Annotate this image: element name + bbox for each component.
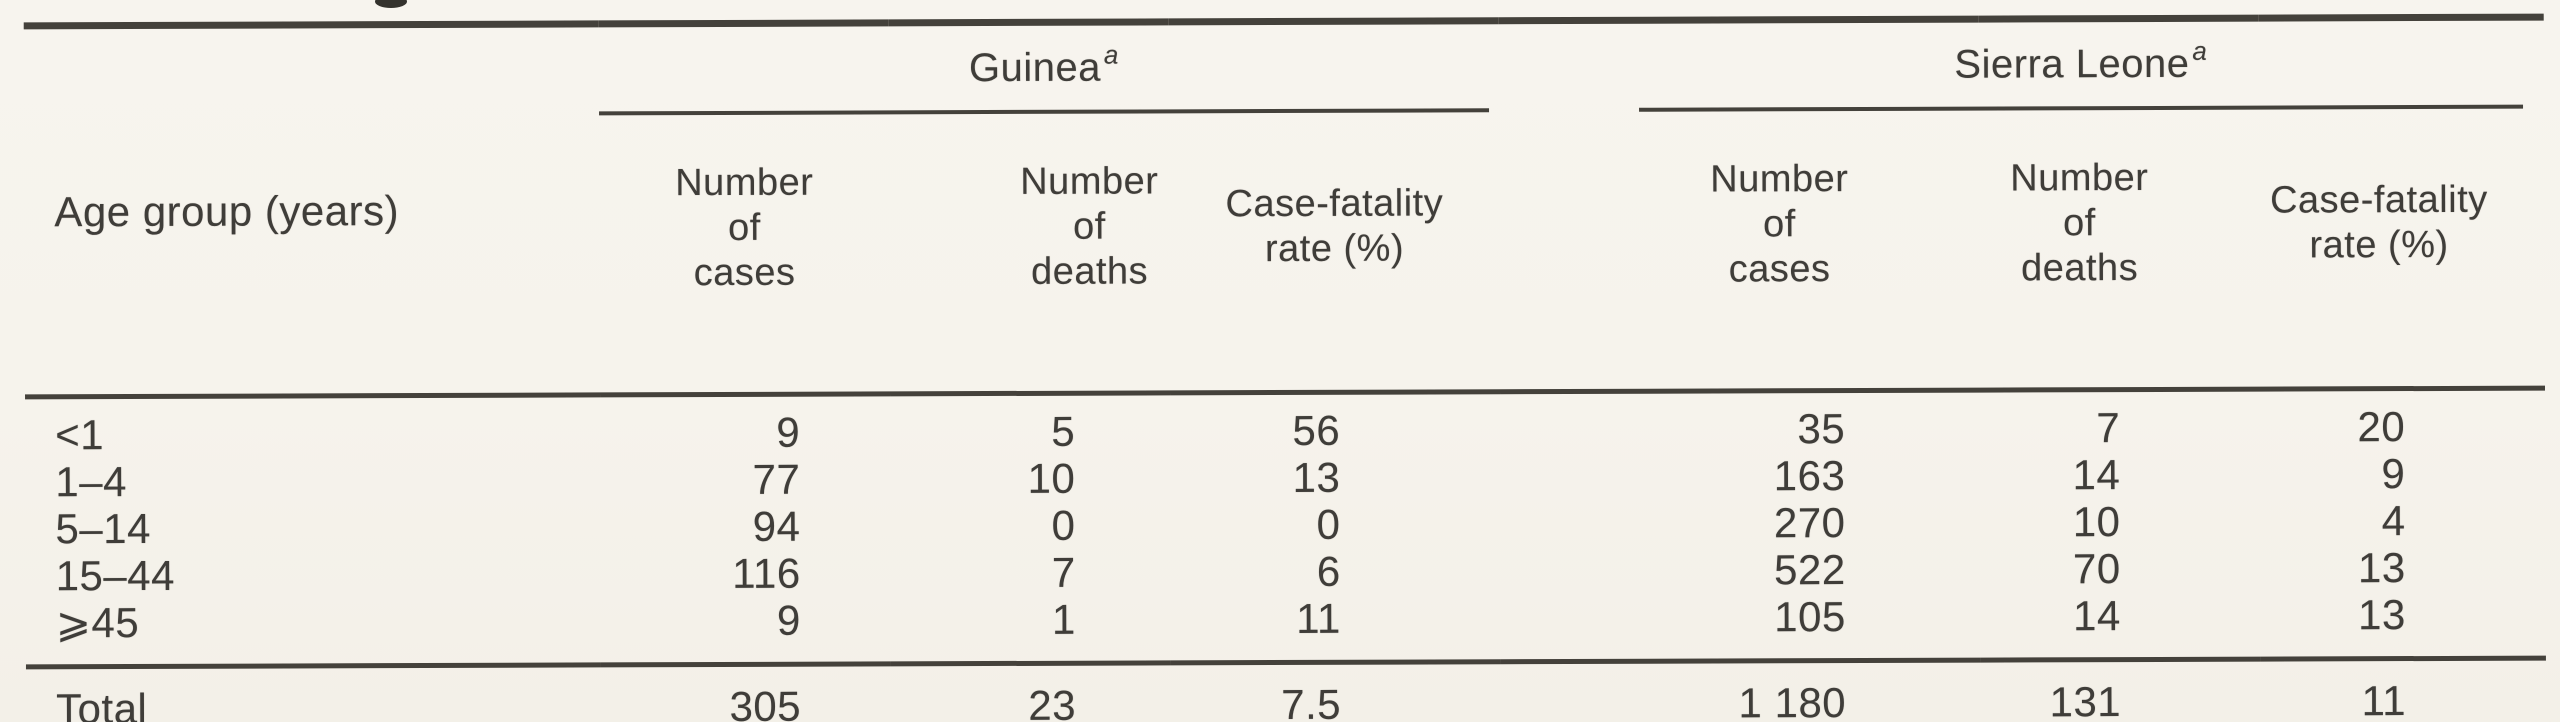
total-sl-cfr-cell: 11 [2361, 677, 2407, 722]
age-group-cell: 5–14 [55, 504, 152, 553]
age-group-cell: ⩾45 [25, 597, 601, 667]
age-group-cell: <1 [55, 411, 105, 459]
sl-cases-cell: 163 [1773, 452, 1846, 500]
total-guinea-cfr-cell: 7.5 [1281, 680, 1342, 722]
group-label-sierra-leone: Sierra Leone a [1639, 21, 2523, 108]
stub-header: Age group (years) [23, 23, 601, 397]
sl-deaths-cell: 14 [1980, 591, 2261, 661]
guinea-cfr-cell: 11 [1170, 594, 1501, 663]
table-row: <1 9 5 56 35 7 20 [25, 388, 2545, 458]
group-header-row: Age group (years) Guinea a Sierra Leone a [23, 17, 2544, 397]
sl-deaths-cell: 14 [2072, 451, 2121, 499]
sl-cases-cell: 105 [1500, 592, 1981, 662]
guinea-deaths-cell: 0 [1051, 501, 1076, 549]
sl-cfr-cell: 13 [2260, 590, 2546, 660]
group-label-guinea: Guinea a [599, 24, 1489, 111]
guinea-cfr-cell: 6 [1316, 547, 1341, 595]
cropped-text-artifact [375, 0, 407, 8]
total-sl-deaths-cell: 131 [2049, 678, 2122, 722]
total-label-cell: Total [56, 684, 148, 722]
col-header-sl-cases: Number of cases [1499, 110, 1981, 392]
sl-cfr-cell: 13 [2357, 544, 2406, 592]
group-label-text: Sierra Leone [1954, 41, 2190, 87]
group-header-guinea: Guinea a [599, 21, 1499, 116]
sl-deaths-cell: 70 [2072, 545, 2121, 593]
guinea-cases-cell: 9 [776, 408, 801, 456]
sl-deaths-cell: 10 [2072, 498, 2121, 546]
guinea-deaths-cell: 7 [1051, 548, 1076, 596]
col-header-guinea-cfr: Case-fatality rate (%) [1169, 112, 1501, 393]
sl-deaths-cell: 7 [2096, 404, 2121, 452]
guinea-deaths-cell: 5 [1051, 407, 1076, 455]
age-group-cell: 1–4 [55, 458, 127, 506]
guinea-cases-cell: 116 [732, 549, 801, 597]
group-label-text: Guinea [968, 45, 1101, 90]
total-guinea-cases-cell: 305 [729, 682, 802, 722]
col-header-guinea-cases: Number of cases [599, 114, 891, 395]
col-header-sl-deaths: Number of deaths [1979, 109, 2261, 391]
guinea-cases-cell: 77 [752, 455, 801, 503]
guinea-cfr-cell: 0 [1316, 500, 1341, 548]
sl-cfr-cell: 20 [2357, 403, 2406, 451]
sl-cases-cell: 522 [1773, 546, 1846, 594]
age-group-fatality-table: Age group (years) Guinea a Sierra Leone a [23, 13, 2547, 722]
total-row: Total 305 23 7.5 1 180 131 11 [26, 658, 2546, 722]
guinea-cfr-cell: 13 [1292, 453, 1341, 501]
sl-cases-cell: 270 [1773, 499, 1846, 547]
guinea-cfr-cell: 56 [1292, 406, 1341, 454]
total-guinea-deaths-cell: 23 [1028, 681, 1077, 722]
guinea-deaths-cell: 1 [890, 595, 1171, 664]
guinea-deaths-cell: 10 [1027, 454, 1076, 502]
col-header-guinea-deaths: Number of deaths [889, 113, 1171, 394]
age-group-cell: 15–44 [55, 551, 176, 600]
sl-cfr-cell: 4 [2381, 497, 2406, 545]
sl-cases-cell: 35 [1797, 405, 1846, 453]
guinea-cases-cell: 9 [600, 596, 891, 665]
total-sl-cases-cell: 1 180 [1738, 679, 1847, 722]
sl-cfr-cell: 9 [2381, 450, 2406, 498]
group-header-sierra-leone: Sierra Leone a [1499, 17, 2544, 112]
guinea-cases-cell: 94 [752, 502, 801, 550]
table-row: ⩾45 9 1 11 105 14 13 [25, 590, 2546, 667]
col-header-sl-cfr: Case-fatality rate (%) [2259, 108, 2546, 390]
table-wrapper: Age group (years) Guinea a Sierra Leone a [23, 13, 2547, 722]
